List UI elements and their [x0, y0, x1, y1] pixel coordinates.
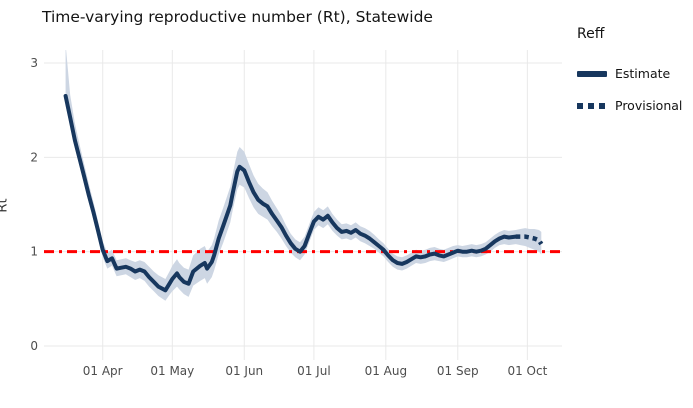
y-tick-label: 3: [30, 56, 38, 70]
x-tick-label: 01 Jun: [225, 364, 263, 378]
x-tick-label: 01 Apr: [83, 364, 123, 378]
estimate-line: [63, 94, 518, 293]
x-tick-label: 01 Sep: [437, 364, 479, 378]
legend: Reff Estimate Provisional: [577, 26, 689, 130]
y-tick-label: 1: [30, 245, 38, 259]
provisional-line-swatch-icon: [577, 102, 607, 109]
y-axis-title: Rt: [0, 198, 11, 213]
x-tick-label: 01 Jul: [297, 364, 331, 378]
legend-title: Reff: [577, 26, 605, 42]
y-tick-label: 0: [30, 339, 38, 353]
x-tick-label: 01 Aug: [365, 364, 408, 378]
confidence-band: [65, 50, 542, 301]
legend-item-provisional[interactable]: Provisional: [577, 98, 689, 113]
legend-item-estimate[interactable]: Estimate: [577, 66, 689, 81]
y-tick-label: 2: [30, 150, 38, 164]
x-tick-label: 01 Oct: [507, 364, 547, 378]
x-tick-label: 01 May: [150, 364, 194, 378]
estimate-line-swatch-icon: [577, 70, 607, 77]
legend-label-provisional: Provisional: [615, 98, 683, 113]
legend-label-estimate: Estimate: [615, 66, 671, 81]
chart-title: Time-varying reproductive number (Rt), S…: [42, 8, 433, 26]
